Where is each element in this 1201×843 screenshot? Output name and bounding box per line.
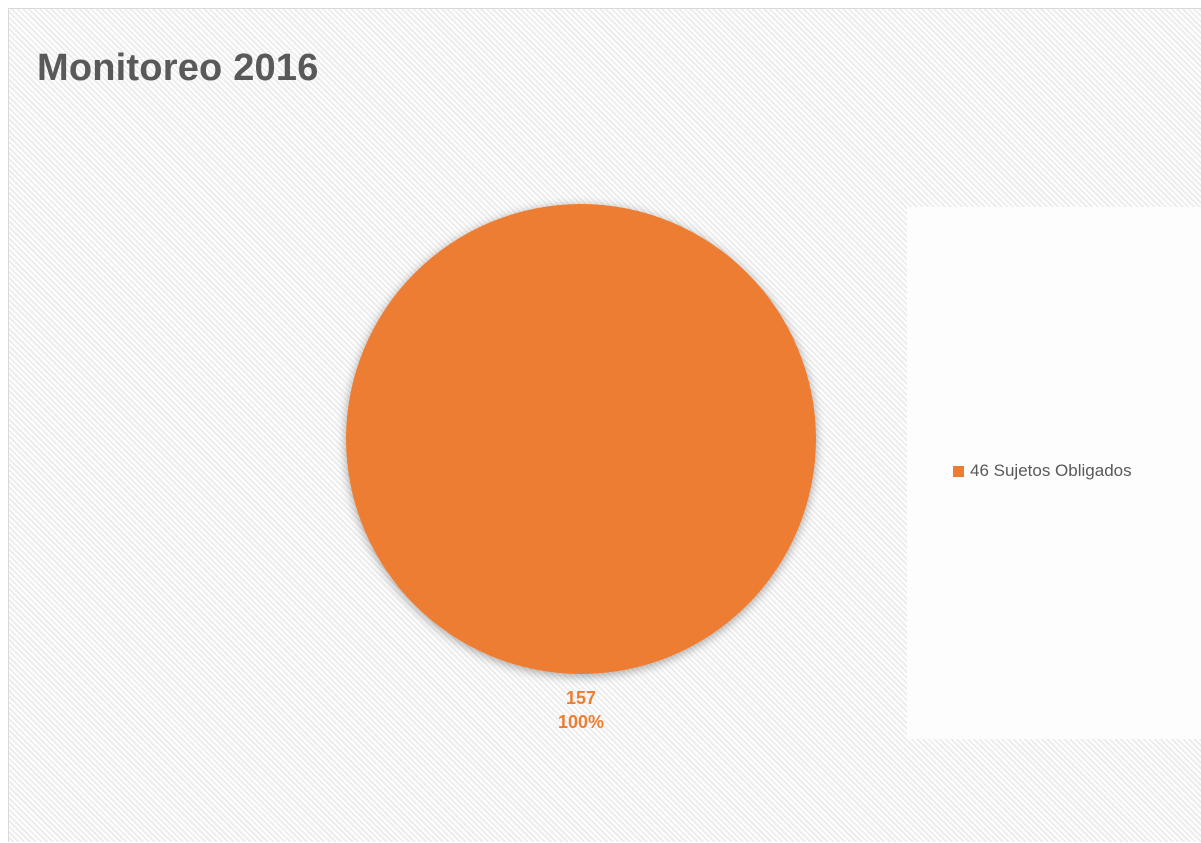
- pie-chart: [346, 204, 816, 674]
- pie-slice-0[interactable]: [346, 204, 816, 674]
- data-label-percent: 100%: [557, 712, 605, 732]
- legend-swatch: [953, 465, 964, 477]
- legend-label: 46 Sujetos Obligados: [970, 461, 1132, 480]
- legend-entry-0[interactable]: 46 Sujetos Obligados: [953, 461, 1132, 481]
- data-label-slice-0: 157 100%: [521, 686, 641, 734]
- data-label-value: 157: [565, 688, 597, 708]
- chart-title: Monitoreo 2016: [37, 47, 319, 89]
- chart-area: Monitoreo 2016 157 100% 46 Sujetos Oblig…: [8, 8, 1201, 842]
- legend: 46 Sujetos Obligados: [907, 207, 1201, 739]
